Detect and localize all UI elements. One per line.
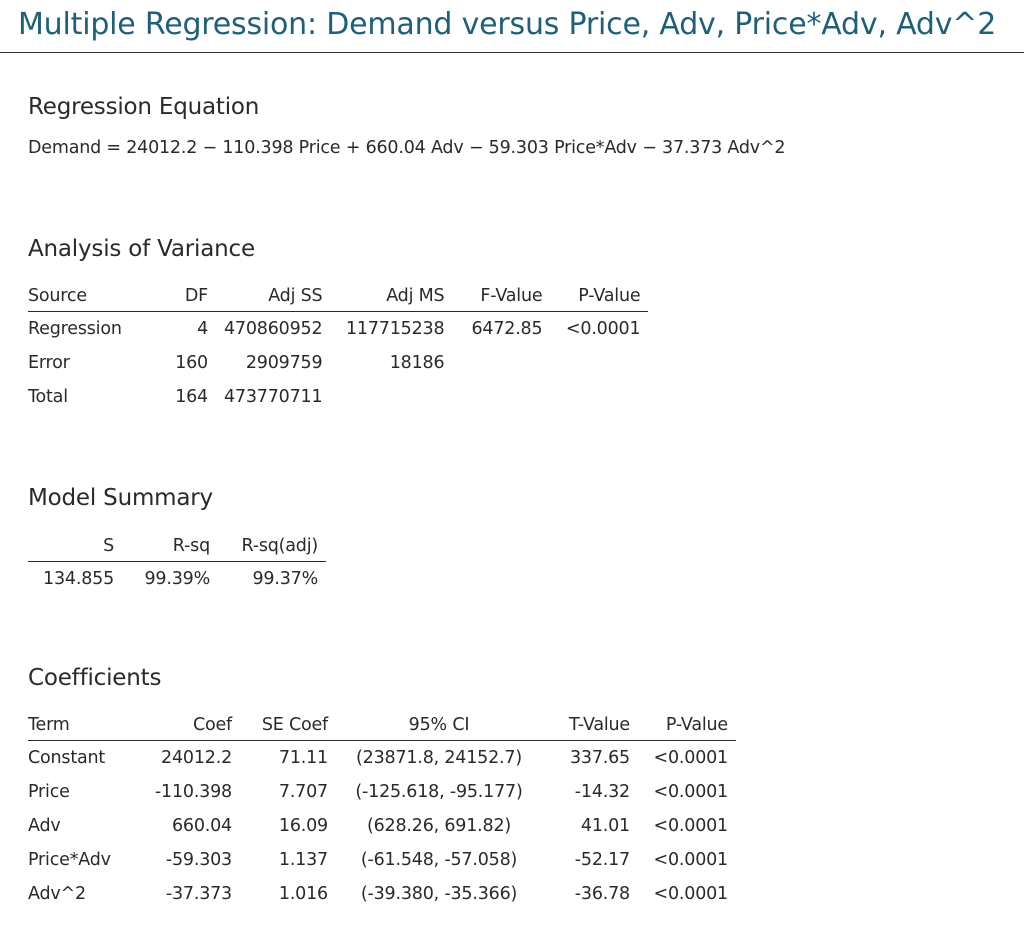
anova-cell: 117715238	[346, 319, 445, 339]
anova-cell	[330, 380, 452, 414]
summary-col-s: S	[28, 531, 122, 562]
coefficients-table: Term Coef SE Coef 95% CI T-Value P-Value…	[28, 710, 736, 911]
anova-cell: Total	[28, 387, 68, 407]
coefficients-heading: Coefficients	[28, 665, 162, 691]
coef-cell: Price	[28, 782, 70, 802]
anova-cell	[452, 346, 550, 380]
anova-cell: Regression	[28, 319, 122, 339]
report-header: Multiple Regression: Demand versus Price…	[0, 0, 1024, 53]
model-summary-table: S R-sq R-sq(adj) 134.855 99.39% 99.37%	[28, 531, 326, 596]
coef-cell: <0.0001	[653, 782, 729, 802]
anova-table: Source DF Adj SS Adj MS F-Value P-Value …	[28, 281, 649, 414]
table-row: Regression 4 470860952 117715238 6472.85…	[28, 312, 648, 347]
anova-col-f-value: F-Value	[452, 281, 551, 312]
table-row: Total 164 473770711	[28, 380, 648, 414]
coef-cell: <0.0001	[653, 816, 729, 836]
coef-cell: <0.0001	[653, 884, 729, 904]
coef-cell: -37.373	[165, 884, 232, 904]
coef-cell: (-61.548, -57.058)	[360, 850, 518, 870]
coef-cell: -14.32	[574, 782, 630, 802]
table-row: Error 160 2909759 18186	[28, 346, 648, 380]
coef-cell: 7.707	[278, 782, 328, 802]
anova-col-df: DF	[148, 281, 216, 312]
anova-cell: 18186	[389, 353, 445, 373]
coef-cell: 660.04	[171, 816, 232, 836]
coef-cell: Price*Adv	[28, 850, 111, 870]
anova-cell: <0.0001	[565, 319, 641, 339]
coef-cell: 1.137	[278, 850, 328, 870]
anova-heading: Analysis of Variance	[28, 236, 255, 262]
table-row: Price -110.398 7.707 (-125.618, -95.177)…	[28, 775, 736, 809]
summary-header-row: S R-sq R-sq(adj)	[28, 531, 326, 562]
coef-header-row: Term Coef SE Coef 95% CI T-Value P-Value	[28, 710, 736, 741]
anova-cell: 6472.85	[471, 319, 543, 339]
anova-cell: Error	[28, 353, 70, 373]
coef-col-t-value: T-Value	[542, 710, 638, 741]
regression-equation-heading: Regression Equation	[28, 94, 260, 120]
coef-col-term: Term	[28, 710, 136, 741]
coef-col-se-coef: SE Coef	[240, 710, 336, 741]
summary-cell: 134.855	[43, 569, 114, 589]
anova-cell	[550, 346, 648, 380]
table-row: Adv^2 -37.373 1.016 (-39.380, -35.366) -…	[28, 877, 736, 911]
regression-equation-text: Demand = 24012.2 − 110.398 Price + 660.0…	[28, 138, 786, 158]
coef-cell: -59.303	[165, 850, 232, 870]
coef-cell: Constant	[28, 748, 106, 768]
summary-cell: 99.39%	[144, 569, 210, 589]
coef-cell: 71.11	[278, 748, 328, 768]
coef-cell: (628.26, 691.82)	[366, 816, 512, 836]
anova-cell: 470860952	[224, 319, 323, 339]
coef-cell: Adv^2	[28, 884, 86, 904]
anova-cell: 2909759	[245, 353, 323, 373]
coef-cell: <0.0001	[653, 748, 729, 768]
report-title: Multiple Regression: Demand versus Price…	[18, 7, 997, 42]
coef-cell: <0.0001	[653, 850, 729, 870]
table-row: Price*Adv -59.303 1.137 (-61.548, -57.05…	[28, 843, 736, 877]
anova-cell	[550, 380, 648, 414]
coef-cell: 41.01	[580, 816, 630, 836]
coef-col-ci: 95% CI	[336, 710, 542, 741]
table-row: Constant 24012.2 71.11 (23871.8, 24152.7…	[28, 741, 736, 776]
anova-cell: 160	[175, 353, 208, 373]
anova-cell: 473770711	[224, 387, 323, 407]
coef-cell: -110.398	[154, 782, 232, 802]
anova-cell	[452, 380, 550, 414]
coef-cell: 337.65	[569, 748, 630, 768]
coef-cell: 24012.2	[161, 748, 232, 768]
coef-cell: 16.09	[278, 816, 328, 836]
anova-col-adj-ms: Adj MS	[330, 281, 453, 312]
coef-cell: (-39.380, -35.366)	[360, 884, 518, 904]
summary-col-rsq: R-sq	[122, 531, 218, 562]
summary-cell: 99.37%	[252, 569, 318, 589]
coef-cell: (-125.618, -95.177)	[355, 782, 523, 802]
anova-cell: 4	[197, 319, 208, 339]
coef-col-p-value: P-Value	[638, 710, 736, 741]
coef-col-coef: Coef	[136, 710, 240, 741]
coef-cell: 1.016	[278, 884, 328, 904]
anova-header-row: Source DF Adj SS Adj MS F-Value P-Value	[28, 281, 649, 312]
coef-cell: -52.17	[574, 850, 630, 870]
anova-cell: 164	[175, 387, 208, 407]
anova-col-source: Source	[28, 281, 148, 312]
anova-col-adj-ss: Adj SS	[216, 281, 331, 312]
table-row: 134.855 99.39% 99.37%	[28, 562, 326, 597]
table-row: Adv 660.04 16.09 (628.26, 691.82) 41.01 …	[28, 809, 736, 843]
coef-cell: (23871.8, 24152.7)	[356, 748, 522, 768]
anova-col-p-value: P-Value	[550, 281, 649, 312]
coef-cell: Adv	[28, 816, 61, 836]
summary-col-rsq-adj: R-sq(adj)	[218, 531, 326, 562]
model-summary-heading: Model Summary	[28, 485, 213, 511]
coef-cell: -36.78	[574, 884, 630, 904]
